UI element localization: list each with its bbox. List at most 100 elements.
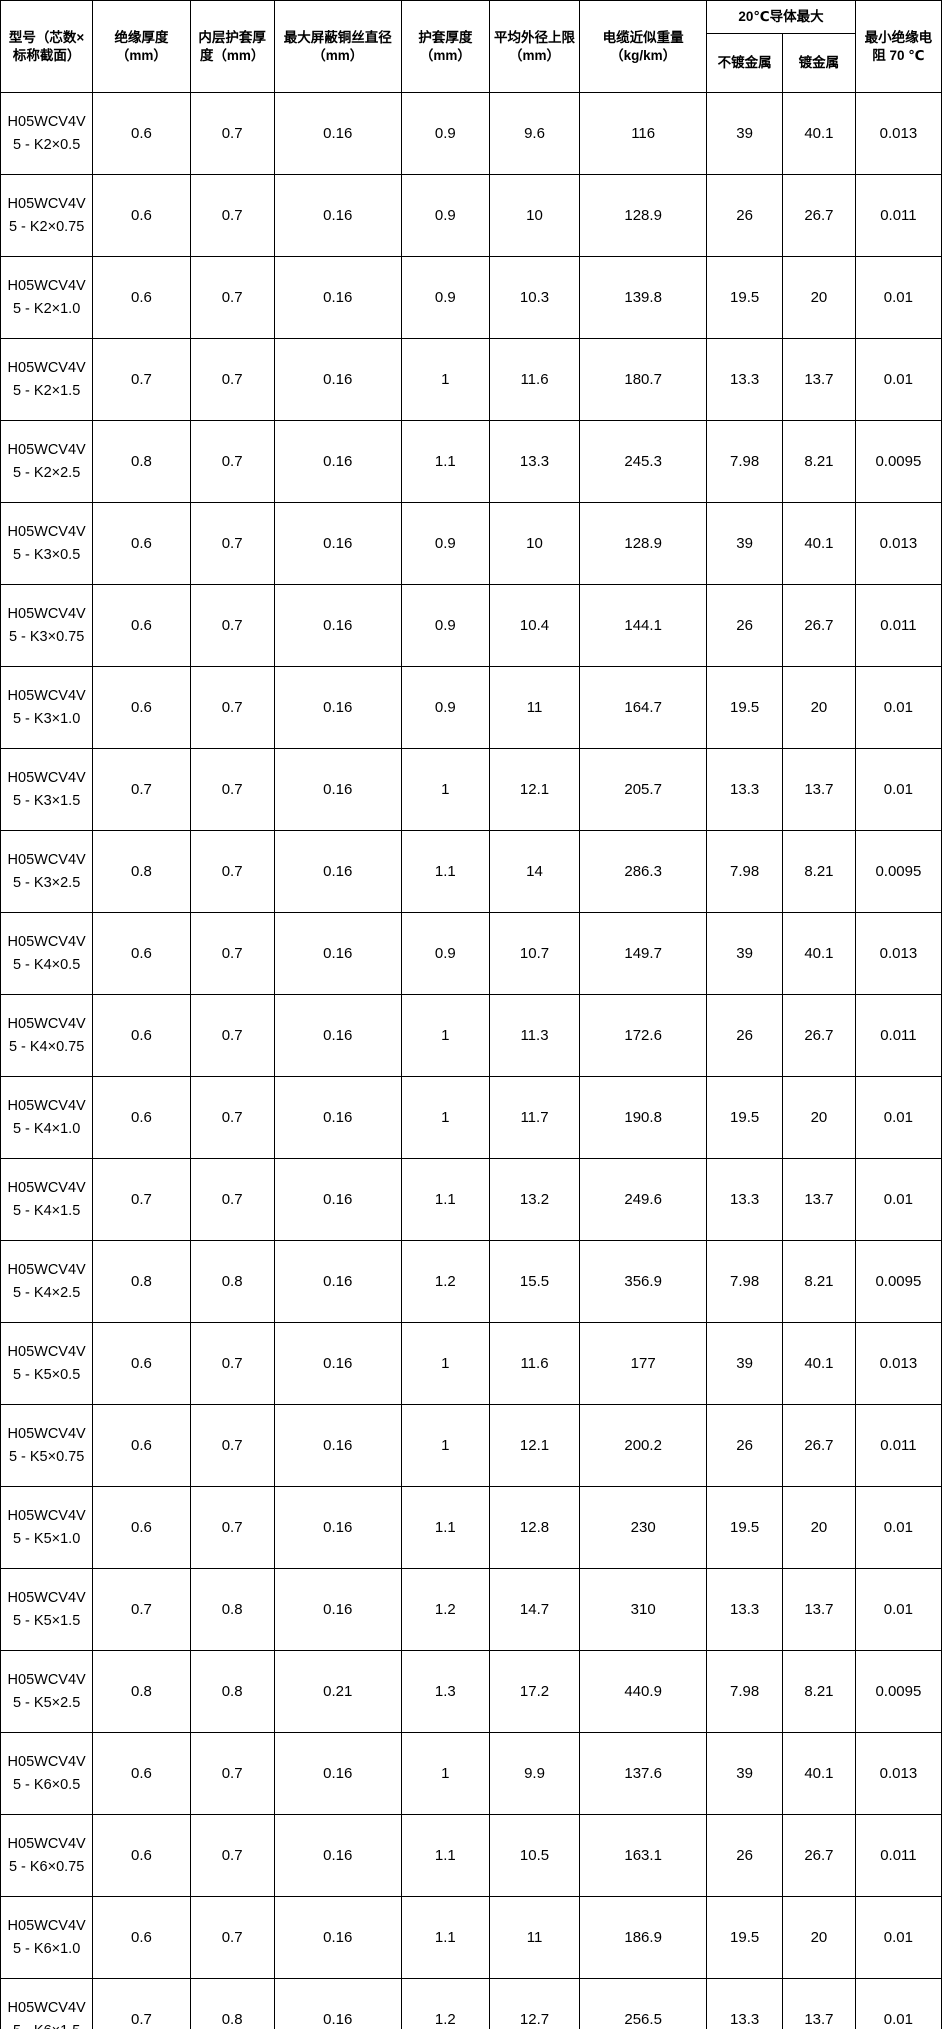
cell-model: H05WCV4V5 - K4×1.0 <box>0 1076 94 1159</box>
cell-value: 0.7 <box>189 830 275 913</box>
header-tinned-metal: 镀金属 <box>782 33 856 93</box>
cell-value: 0.16 <box>273 256 402 339</box>
cell-model: H05WCV4V5 - K2×2.5 <box>0 420 94 503</box>
table-row: H05WCV4V5 - K3×0.5 0.6 0.7 0.16 0.9 10 128.9 39… <box>0 502 942 585</box>
cell-model: H05WCV4V5 - K3×2.5 <box>0 830 94 913</box>
cell-value: 14.7 <box>488 1568 581 1651</box>
cell-model: H05WCV4V5 - K6×0.5 <box>0 1732 94 1815</box>
cell-value: 177 <box>579 1322 708 1405</box>
cell-value: 0.16 <box>273 1158 402 1241</box>
cell-value: 13.3 <box>706 338 784 421</box>
cell-value: 0.16 <box>273 1732 402 1815</box>
cell-value: 39 <box>706 1732 784 1815</box>
cell-value: 1.2 <box>400 1568 490 1651</box>
table-row: H05WCV4V5 - K3×1.0 0.6 0.7 0.16 0.9 11 164.7 19… <box>0 666 942 749</box>
cell-value: 0.7 <box>92 1978 191 2029</box>
cell-value: 0.6 <box>92 256 191 339</box>
cell-value: 10.7 <box>488 912 581 995</box>
cell-value: 0.8 <box>92 1650 191 1733</box>
cell-value: 11.7 <box>488 1076 581 1159</box>
cell-value: 1.1 <box>400 1814 490 1897</box>
header-sheath-thickness: 护套厚度（mm） <box>400 0 490 93</box>
cell-value: 14 <box>488 830 581 913</box>
cell-value: 0.7 <box>189 1076 275 1159</box>
cell-value: 128.9 <box>579 174 708 257</box>
cell-value: 0.8 <box>189 1650 275 1733</box>
cell-model: H05WCV4V5 - K2×1.0 <box>0 256 94 339</box>
cell-value: 0.7 <box>92 1158 191 1241</box>
cell-value: 0.7 <box>189 1814 275 1897</box>
cell-value: 0.9 <box>400 502 490 585</box>
cell-model: H05WCV4V5 - K3×1.5 <box>0 748 94 831</box>
cell-value: 190.8 <box>579 1076 708 1159</box>
cell-value: 11 <box>488 1896 581 1979</box>
cell-value: 0.01 <box>854 1896 942 1979</box>
cell-value: 0.9 <box>400 912 490 995</box>
cell-value: 1.1 <box>400 1896 490 1979</box>
table-row: H05WCV4V5 - K3×2.5 0.8 0.7 0.16 1.1 14 286.3 7.… <box>0 830 942 913</box>
cell-value: 11.6 <box>488 338 581 421</box>
cell-value: 20 <box>782 256 856 339</box>
cell-value: 26 <box>706 1404 784 1487</box>
cell-value: 0.16 <box>273 1404 402 1487</box>
cell-value: 0.16 <box>273 1486 402 1569</box>
cell-value: 8.21 <box>782 420 856 503</box>
cell-value: 139.8 <box>579 256 708 339</box>
cell-value: 0.9 <box>400 174 490 257</box>
cell-value: 0.8 <box>92 830 191 913</box>
cell-value: 0.6 <box>92 1322 191 1405</box>
cell-value: 13.7 <box>782 1158 856 1241</box>
cell-value: 10.4 <box>488 584 581 667</box>
cell-value: 11.3 <box>488 994 581 1077</box>
cell-value: 0.16 <box>273 1076 402 1159</box>
cell-value: 0.6 <box>92 584 191 667</box>
cell-value: 39 <box>706 1322 784 1405</box>
cell-value: 0.8 <box>189 1978 275 2029</box>
cell-value: 163.1 <box>579 1814 708 1897</box>
cell-value: 7.98 <box>706 1650 784 1733</box>
table-row: H05WCV4V5 - K3×0.75 0.6 0.7 0.16 0.9 10.4 144.… <box>0 584 942 667</box>
cell-value: 13.7 <box>782 748 856 831</box>
cell-value: 0.7 <box>92 748 191 831</box>
cell-model: H05WCV4V5 - K2×0.5 <box>0 92 94 175</box>
cell-value: 0.7 <box>189 1486 275 1569</box>
cell-value: 26.7 <box>782 1814 856 1897</box>
cell-value: 0.7 <box>92 338 191 421</box>
cell-value: 0.01 <box>854 1978 942 2029</box>
table-row: H05WCV4V5 - K4×1.0 0.6 0.7 0.16 1 11.7 190.8 19… <box>0 1076 942 1159</box>
cell-value: 0.6 <box>92 666 191 749</box>
cell-model: H05WCV4V5 - K5×1.0 <box>0 1486 94 1569</box>
cell-value: 9.6 <box>488 92 581 175</box>
cell-value: 205.7 <box>579 748 708 831</box>
cell-value: 40.1 <box>782 92 856 175</box>
cell-value: 13.7 <box>782 1978 856 2029</box>
cell-value: 1 <box>400 338 490 421</box>
cell-model: H05WCV4V5 - K5×1.5 <box>0 1568 94 1651</box>
cell-value: 13.7 <box>782 1568 856 1651</box>
cell-value: 0.011 <box>854 584 942 667</box>
table-body: H05WCV4V5 - K2×0.5 0.6 0.7 0.16 0.9 9.6 116 39 4… <box>0 92 942 2029</box>
cell-value: 0.9 <box>400 92 490 175</box>
cell-value: 0.6 <box>92 1732 191 1815</box>
cell-value: 26 <box>706 584 784 667</box>
cell-value: 1 <box>400 994 490 1077</box>
cell-value: 200.2 <box>579 1404 708 1487</box>
cell-value: 0.013 <box>854 92 942 175</box>
cell-value: 186.9 <box>579 1896 708 1979</box>
cell-value: 0.0095 <box>854 1650 942 1733</box>
cell-value: 12.7 <box>488 1978 581 2029</box>
cell-value: 0.7 <box>189 338 275 421</box>
cell-value: 1.1 <box>400 420 490 503</box>
cell-model: H05WCV4V5 - K4×0.5 <box>0 912 94 995</box>
cell-model: H05WCV4V5 - K4×0.75 <box>0 994 94 1077</box>
cell-value: 19.5 <box>706 1896 784 1979</box>
cell-value: 0.0095 <box>854 1240 942 1323</box>
cell-value: 12.1 <box>488 1404 581 1487</box>
cell-value: 12.1 <box>488 748 581 831</box>
cell-value: 0.16 <box>273 1896 402 1979</box>
cell-value: 9.9 <box>488 1732 581 1815</box>
cell-value: 26 <box>706 994 784 1077</box>
cell-value: 0.0095 <box>854 830 942 913</box>
